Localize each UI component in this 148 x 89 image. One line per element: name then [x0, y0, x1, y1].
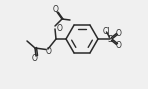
Text: S: S [107, 35, 113, 44]
Text: Cl: Cl [102, 27, 110, 36]
Text: O: O [116, 28, 122, 37]
Text: O: O [116, 40, 122, 49]
Text: O: O [46, 46, 52, 56]
Text: O: O [32, 54, 38, 63]
Text: O: O [53, 5, 59, 14]
Text: O: O [57, 24, 62, 33]
